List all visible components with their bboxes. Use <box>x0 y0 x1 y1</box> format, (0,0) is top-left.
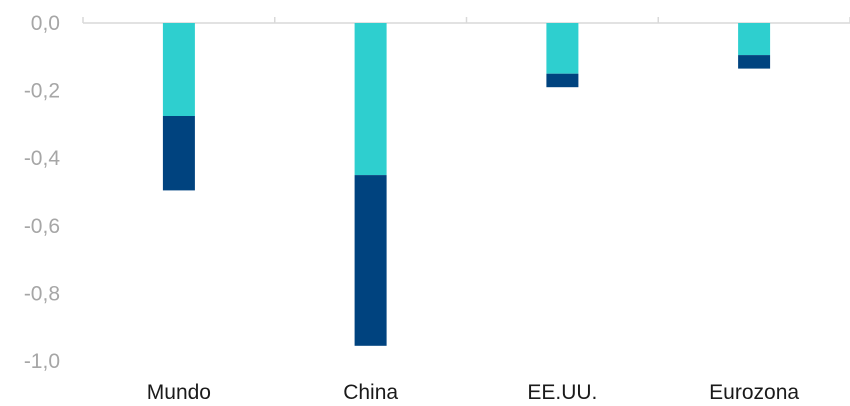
bars-layer <box>162 23 771 346</box>
bar-segment <box>354 175 387 346</box>
bar-segment <box>546 73 579 88</box>
x-category-label: China <box>343 381 398 404</box>
x-category-label: EE.UU. <box>527 381 597 404</box>
x-category-label: Mundo <box>147 381 211 404</box>
bar-segment <box>162 116 195 191</box>
y-axis-ticks: 0,0 -0,2 -0,4 -0,6 -0,8 -1,0 <box>24 12 61 373</box>
y-tick-label: 0,0 <box>31 12 60 35</box>
y-tick-label: -1,0 <box>24 350 60 373</box>
y-tick-label: -0,6 <box>24 215 60 238</box>
y-tick-label: -0,2 <box>24 80 60 103</box>
x-category-label: Eurozona <box>709 381 799 404</box>
bar-segment <box>738 23 771 56</box>
bar-segment <box>738 55 771 69</box>
bar-segment <box>546 23 579 74</box>
bar-segment <box>354 23 387 176</box>
x-axis-labels: Mundo China EE.UU. Eurozona <box>147 381 800 404</box>
y-tick-label: -0,8 <box>24 282 60 305</box>
axis-layer <box>82 17 850 24</box>
bar-segment <box>162 23 195 116</box>
y-tick-label: -0,4 <box>24 147 61 170</box>
